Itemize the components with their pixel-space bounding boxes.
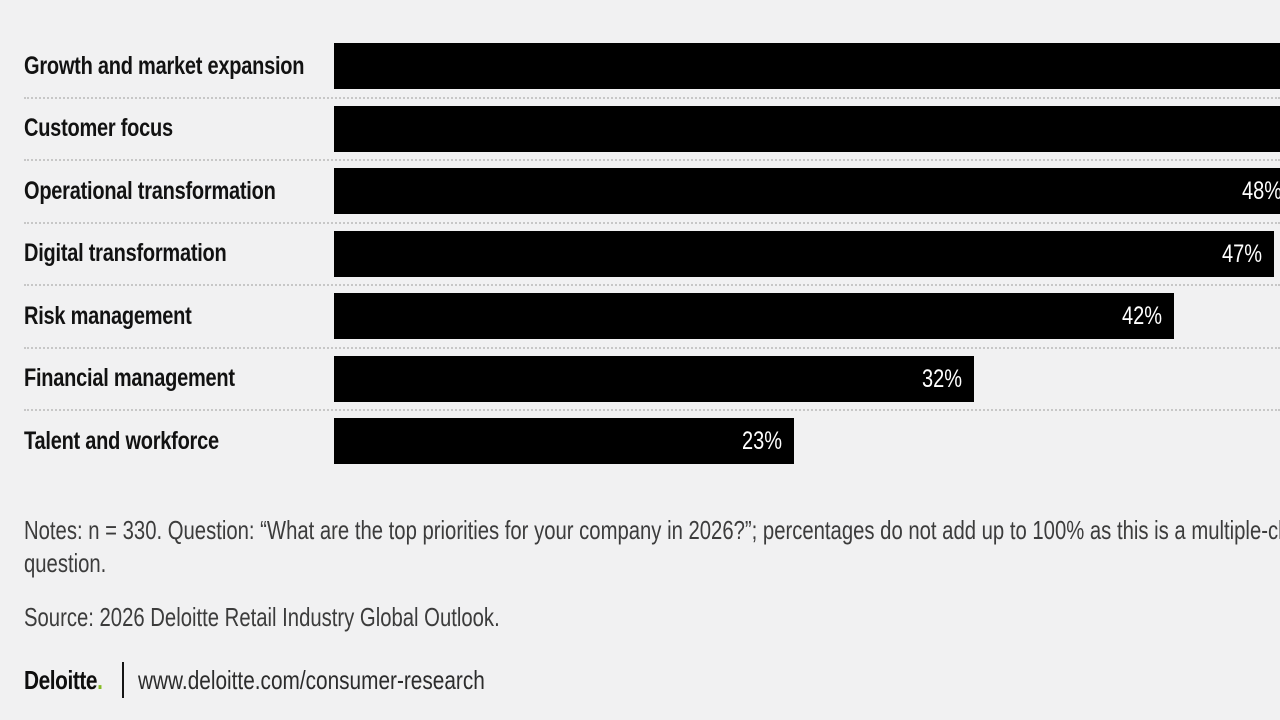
source-text: Source: 2026 Deloitte Retail Industry Gl… <box>24 602 500 632</box>
bar-value-label: 47% <box>1221 239 1262 268</box>
bar: 23% <box>334 418 794 464</box>
notes-text-line2: question. <box>24 548 107 578</box>
category-label: Growth and market expansion <box>24 51 305 80</box>
deloitte-logo: Deloitte. <box>24 660 103 700</box>
footer-divider <box>122 662 124 698</box>
bar-value-label: 23% <box>741 427 782 455</box>
category-label: Digital transformation <box>24 239 227 268</box>
bar: 47% <box>334 230 1274 277</box>
category-label: Financial management <box>24 364 235 393</box>
chart-row: Financial management 32% <box>0 348 1280 411</box>
chart-row: Risk management 42% <box>0 285 1280 348</box>
bar-chart: Growth and market expansion Customer foc… <box>0 35 1280 473</box>
bar: 48% <box>334 168 1280 214</box>
chart-row: Digital transformation 47% <box>0 223 1280 286</box>
bar-value-label: 42% <box>1121 302 1162 330</box>
footer-url: www.deloitte.com/consumer-research <box>138 664 485 695</box>
notes-block: Notes: n = 330. Question: “What are the … <box>24 514 1280 580</box>
bar-value-label: 48% <box>1241 177 1280 205</box>
chart-row: Customer focus <box>0 98 1280 161</box>
bar-value-label: 32% <box>921 364 962 393</box>
category-label: Talent and workforce <box>24 426 219 455</box>
category-label: Risk management <box>24 301 192 330</box>
logo-wordmark: Deloitte <box>24 664 98 695</box>
bar: 32% <box>334 355 974 402</box>
bar: 42% <box>334 293 1174 339</box>
chart-row: Operational transformation 48% <box>0 160 1280 223</box>
bar <box>334 43 1280 89</box>
category-label: Customer focus <box>24 114 173 143</box>
bar <box>334 105 1280 152</box>
chart-row: Growth and market expansion <box>0 35 1280 98</box>
category-label: Operational transformation <box>24 176 276 205</box>
footer: Deloitte. www.deloitte.com/consumer-rese… <box>0 660 1280 700</box>
logo-green-dot: . <box>97 664 103 695</box>
chart-row: Talent and workforce 23% <box>0 410 1280 473</box>
notes-text-line1: Notes: n = 330. Question: “What are the … <box>24 515 1280 545</box>
